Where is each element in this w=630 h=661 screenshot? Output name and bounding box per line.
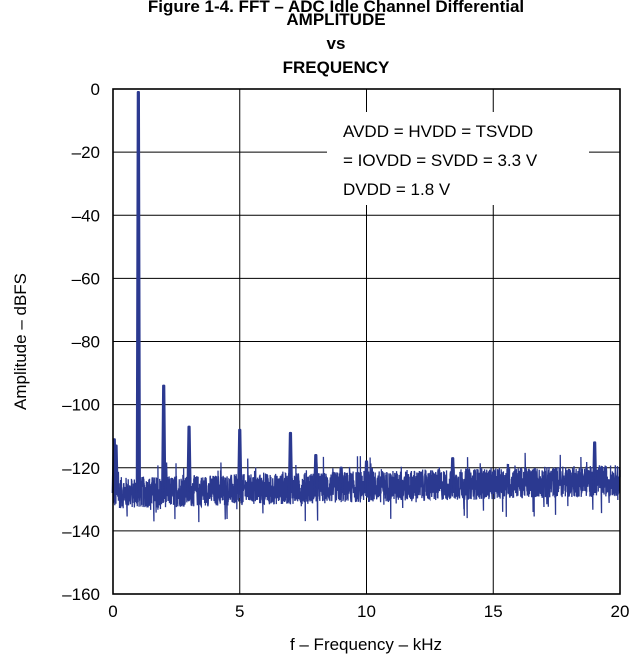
series-amplitude: [111, 91, 621, 523]
annotation-background: [327, 112, 589, 205]
y-axis-label: Amplitude – dBFS: [11, 273, 30, 410]
y-tick-5: –100: [62, 396, 100, 415]
y-tick-8: –160: [62, 585, 100, 604]
x-tick-4: 20: [611, 602, 630, 621]
x-tick-labels: 0 5 10 15 20: [108, 602, 629, 621]
annotation-line-1: = IOVDD = SVDD = 3.3 V: [343, 151, 538, 170]
title-line-3: FREQUENCY: [283, 58, 390, 77]
peak-1: [113, 444, 119, 494]
y-tick-0: 0: [91, 80, 100, 99]
chart-title: Figure 1-4. FFT – ADC Idle Channel Diffe…: [148, 0, 524, 77]
peak-8: [338, 466, 344, 494]
title-line-1: AMPLITUDE: [286, 10, 385, 29]
peak-10: [450, 457, 456, 494]
x-tick-1: 5: [235, 602, 244, 621]
peak-5: [237, 428, 243, 494]
peak-4: [186, 425, 192, 494]
title-line-2: vs: [327, 34, 346, 53]
y-tick-2: –40: [72, 206, 100, 225]
title-line-0: Figure 1-4. FFT – ADC Idle Channel Diffe…: [148, 0, 524, 16]
plot-frame: [112, 88, 621, 595]
peak-7: [313, 454, 319, 494]
peak-11: [592, 441, 598, 494]
y-tick-3: –60: [72, 269, 100, 288]
y-tick-6: –120: [62, 459, 100, 478]
y-tick-labels: 0 –20 –40 –60 –80 –100 –120 –140 –160: [62, 80, 100, 604]
peak-6: [287, 431, 294, 494]
annotation-line-2: DVDD = 1.8 V: [343, 180, 451, 199]
y-tick-4: –80: [72, 333, 100, 352]
y-tick-1: –20: [72, 143, 100, 162]
peak-3: [161, 384, 167, 494]
grid-lines: [112, 88, 621, 595]
peak-2: [135, 91, 141, 494]
x-tick-0: 0: [108, 602, 117, 621]
x-axis-label: f – Frequency – kHz: [290, 635, 442, 654]
x-tick-2: 10: [357, 602, 376, 621]
y-tick-7: –140: [62, 522, 100, 541]
annotation-box: AVDD = HVDD = TSVDD = IOVDD = SVDD = 3.3 …: [327, 112, 589, 205]
peak-9: [363, 460, 370, 494]
x-tick-3: 15: [484, 602, 503, 621]
annotation-line-0: AVDD = HVDD = TSVDD: [343, 122, 533, 141]
